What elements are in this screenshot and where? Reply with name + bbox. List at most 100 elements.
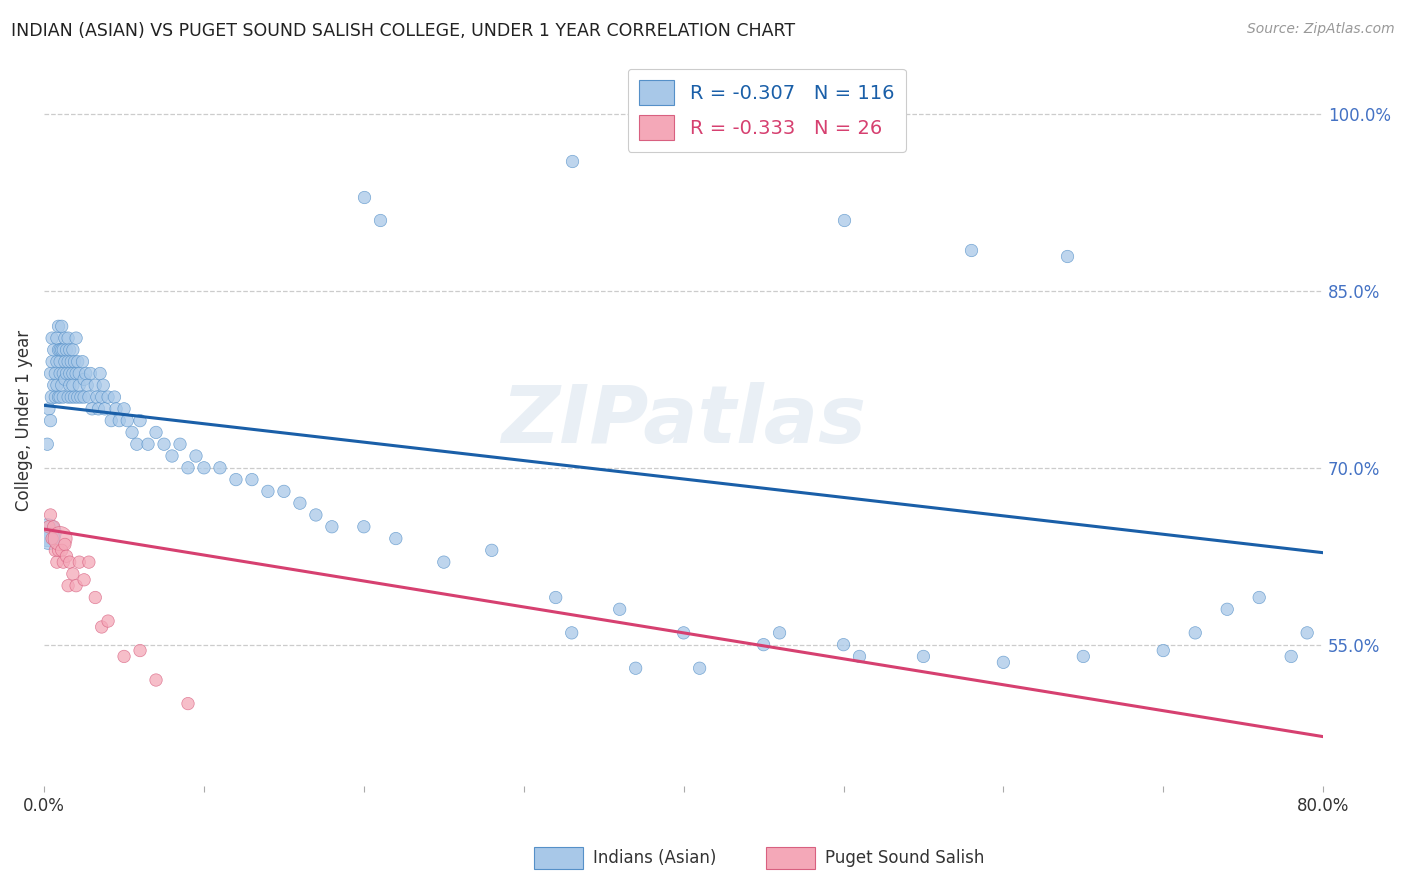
Point bbox=[63, 354, 86, 368]
Point bbox=[689, 661, 711, 675]
Point bbox=[97, 614, 120, 628]
Point bbox=[184, 449, 207, 463]
Point bbox=[97, 390, 120, 404]
Point bbox=[41, 354, 63, 368]
Point bbox=[848, 649, 870, 664]
Point bbox=[37, 437, 59, 451]
Point bbox=[90, 620, 112, 634]
Point bbox=[208, 460, 231, 475]
Point bbox=[56, 579, 79, 593]
Point bbox=[59, 343, 82, 357]
Point bbox=[53, 537, 76, 551]
Point bbox=[75, 367, 97, 381]
Point bbox=[136, 437, 159, 451]
Point bbox=[993, 656, 1015, 670]
Point bbox=[52, 555, 75, 569]
Point bbox=[80, 401, 103, 416]
Point bbox=[77, 555, 100, 569]
Point bbox=[48, 319, 70, 334]
Point bbox=[112, 401, 135, 416]
Point bbox=[67, 555, 90, 569]
Point bbox=[121, 425, 143, 440]
Point bbox=[49, 390, 72, 404]
Point bbox=[73, 573, 96, 587]
Point bbox=[53, 354, 76, 368]
Point bbox=[353, 189, 375, 203]
Point bbox=[84, 591, 107, 605]
Point bbox=[433, 555, 456, 569]
Point bbox=[1152, 643, 1174, 657]
Point bbox=[385, 532, 408, 546]
Point bbox=[145, 673, 167, 687]
Point bbox=[768, 625, 790, 640]
Point bbox=[53, 331, 76, 345]
Point bbox=[624, 661, 647, 675]
Point bbox=[832, 213, 855, 227]
Point bbox=[48, 543, 70, 558]
Point bbox=[1249, 591, 1271, 605]
Point bbox=[44, 367, 66, 381]
Text: Indians (Asian): Indians (Asian) bbox=[593, 849, 717, 867]
Point bbox=[48, 343, 70, 357]
Point bbox=[70, 390, 93, 404]
Point bbox=[87, 401, 110, 416]
Point bbox=[73, 390, 96, 404]
Point bbox=[39, 414, 62, 428]
Point bbox=[72, 354, 94, 368]
Point bbox=[89, 367, 111, 381]
Point bbox=[49, 367, 72, 381]
Point bbox=[105, 401, 128, 416]
Point bbox=[368, 213, 391, 227]
Point bbox=[55, 367, 77, 381]
Point bbox=[84, 378, 107, 392]
Point bbox=[960, 243, 983, 257]
Point bbox=[41, 390, 63, 404]
Point bbox=[160, 449, 183, 463]
Point bbox=[177, 697, 200, 711]
Point bbox=[257, 484, 280, 499]
Point bbox=[1216, 602, 1239, 616]
Point bbox=[49, 343, 72, 357]
Point bbox=[153, 437, 176, 451]
Point bbox=[42, 343, 65, 357]
Point bbox=[60, 354, 83, 368]
Point bbox=[66, 390, 89, 404]
Point bbox=[129, 414, 152, 428]
Point bbox=[44, 390, 66, 404]
Point bbox=[273, 484, 295, 499]
Point bbox=[42, 378, 65, 392]
Point bbox=[51, 378, 73, 392]
Point bbox=[67, 367, 90, 381]
Point bbox=[100, 414, 122, 428]
Point bbox=[38, 520, 60, 534]
Point bbox=[60, 390, 83, 404]
Text: Source: ZipAtlas.com: Source: ZipAtlas.com bbox=[1247, 22, 1395, 37]
Point bbox=[752, 638, 775, 652]
Point bbox=[1296, 625, 1319, 640]
Point bbox=[1056, 249, 1078, 263]
Point bbox=[481, 543, 503, 558]
Point bbox=[51, 543, 73, 558]
Point bbox=[91, 378, 114, 392]
Text: Puget Sound Salish: Puget Sound Salish bbox=[825, 849, 984, 867]
Point bbox=[77, 390, 100, 404]
Point bbox=[76, 378, 98, 392]
Point bbox=[52, 390, 75, 404]
Point bbox=[51, 319, 73, 334]
Point bbox=[117, 414, 139, 428]
Point bbox=[129, 643, 152, 657]
Point bbox=[55, 343, 77, 357]
Point bbox=[125, 437, 148, 451]
Point bbox=[55, 549, 77, 564]
Point bbox=[41, 331, 63, 345]
Point bbox=[45, 378, 67, 392]
Point bbox=[63, 390, 86, 404]
Point bbox=[62, 343, 84, 357]
Point bbox=[1071, 649, 1094, 664]
Point bbox=[193, 460, 215, 475]
Point bbox=[65, 331, 87, 345]
Point bbox=[103, 390, 125, 404]
Point bbox=[65, 579, 87, 593]
Point bbox=[45, 331, 67, 345]
Point bbox=[225, 473, 247, 487]
